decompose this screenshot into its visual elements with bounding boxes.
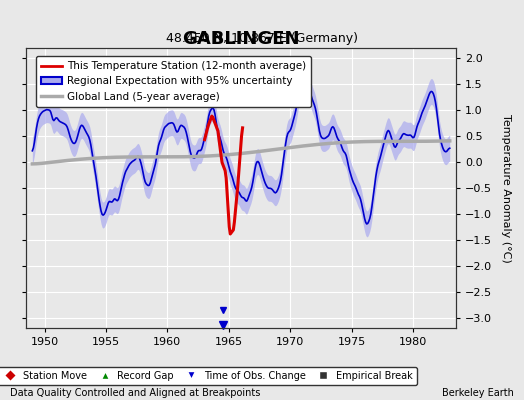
Y-axis label: Temperature Anomaly (°C): Temperature Anomaly (°C): [501, 114, 511, 262]
Text: Data Quality Controlled and Aligned at Breakpoints: Data Quality Controlled and Aligned at B…: [10, 388, 261, 398]
Title: GABLINGEN: GABLINGEN: [182, 30, 300, 48]
Text: 48.450 N, 10.867 E (Germany): 48.450 N, 10.867 E (Germany): [166, 32, 358, 45]
Text: Berkeley Earth: Berkeley Earth: [442, 388, 514, 398]
Legend: Station Move, Record Gap, Time of Obs. Change, Empirical Break: Station Move, Record Gap, Time of Obs. C…: [0, 367, 417, 385]
